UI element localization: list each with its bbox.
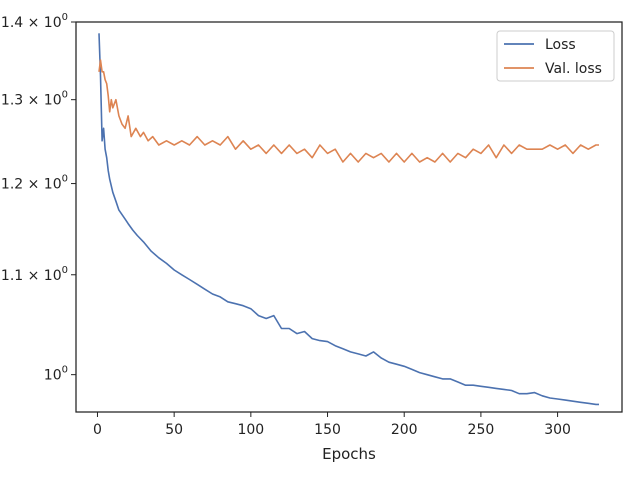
x-tick-label: 300 [544,422,571,438]
y-tick-label-base: 1.1 × 10 [1,268,62,284]
y-tick-label-exponent: 0 [62,265,68,276]
legend-label: Loss [545,37,576,53]
y-tick-label-base: 10 [44,368,62,384]
y-tick-label-base: 1.4 × 10 [1,15,62,31]
legend-label: Val. loss [545,61,602,77]
x-tick-label: 150 [314,422,341,438]
y-tick-label-base: 1.3 × 10 [1,93,62,109]
y-tick-label: 1.1 × 100 [1,265,68,284]
y-tick-label-exponent: 0 [62,365,68,376]
y-tick-label: 1.4 × 100 [1,12,68,31]
x-axis-ticks: 0 50 100 150 200 250 300 [93,412,571,438]
legend: Loss Val. loss [496,30,615,82]
x-tick-label: 250 [468,422,495,438]
x-tick-label: 100 [237,422,264,438]
y-tick-label-base: 1.2 × 10 [1,177,62,193]
y-tick-label: 1.3 × 100 [1,90,68,109]
y-tick-label: 100 [44,365,68,384]
x-axis-label: Epochs [322,445,376,463]
plot-frame [75,21,623,413]
x-tick-label: 50 [165,422,183,438]
x-tick-label: 200 [391,422,418,438]
series-line-1 [98,59,599,163]
y-tick-label-exponent: 0 [62,174,68,185]
x-tick-label: 0 [93,422,102,438]
y-tick-label: 1.2 × 100 [1,174,68,193]
plot-lines [98,33,599,406]
y-tick-label-exponent: 0 [62,90,68,101]
y-tick-label-exponent: 0 [62,12,68,23]
series-line-0 [98,33,599,406]
